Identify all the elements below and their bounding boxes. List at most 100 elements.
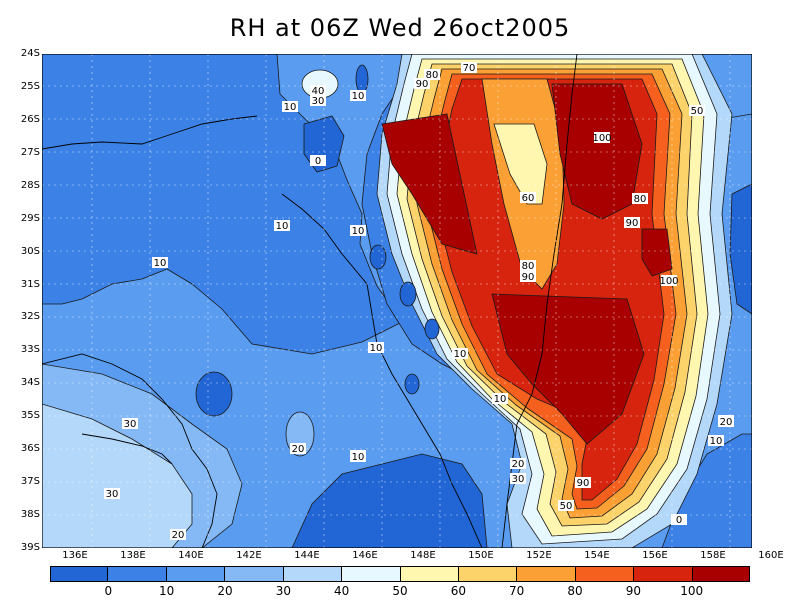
contour-label-bg <box>152 257 168 268</box>
colorbar-tick-label: 40 <box>334 584 350 598</box>
lat-tick-label: 24S <box>20 48 40 59</box>
lon-tick-label: 144E <box>294 550 320 561</box>
contour-label: 90 <box>626 218 639 229</box>
map-title: RH at 06Z Wed 26oct2005 <box>229 14 571 42</box>
lon-tick-label: 136E <box>62 550 88 561</box>
colorbar-swatch <box>633 566 692 582</box>
contour-label-bg <box>671 514 687 525</box>
coastline <box>42 115 483 548</box>
coastline <box>42 353 218 548</box>
colorbar-tick-label: 30 <box>275 584 291 598</box>
rh-zone-40-50-lowerleft <box>42 403 193 548</box>
contour-label-bg <box>520 192 536 203</box>
contour-label-bg <box>310 95 326 106</box>
lat-tick-label: 25S <box>20 80 40 92</box>
contour-label: 70 <box>463 63 476 74</box>
contour-label: 30 <box>124 419 137 430</box>
contour-label: 30 <box>312 96 325 107</box>
rh-dry-tongue-core <box>493 123 548 205</box>
colorbar-tick-label: 90 <box>625 584 641 598</box>
contour-label-bg <box>274 220 290 231</box>
contour-label: 80 <box>426 70 439 81</box>
lon-tick-label: 142E <box>236 550 262 561</box>
lon-tick-label: 154E <box>584 550 610 561</box>
lat-tick-label: 27S <box>20 146 40 158</box>
contour-label: 80 <box>522 261 535 272</box>
contour-label-bg <box>310 155 326 166</box>
lon-tick-label: 158E <box>700 550 726 561</box>
coastline <box>501 54 578 548</box>
contour-label: 60 <box>522 193 535 204</box>
grid-lines <box>42 54 752 548</box>
rh-core-max <box>491 293 645 445</box>
lat-tick-label: 32S <box>20 311 40 323</box>
contour-label-bg <box>661 275 677 286</box>
colorbar-tick-label: 100 <box>680 584 704 598</box>
colorbar-swatch <box>341 566 400 582</box>
contour-label: 90 <box>416 79 429 90</box>
colorbar-tick-label: 0 <box>104 584 113 598</box>
colorbar-swatch <box>516 566 575 582</box>
contour-label-bg <box>461 62 477 73</box>
lat-tick-label: 34S <box>20 377 40 389</box>
contour-label: 10 <box>284 102 297 113</box>
colorbar-swatch <box>691 566 751 582</box>
contour-label-bg <box>689 105 705 116</box>
contour-label: 20 <box>512 459 525 470</box>
contour-label: 10 <box>154 258 167 269</box>
contour-label-bg <box>350 90 366 101</box>
lat-tick-label: 33S <box>20 344 40 356</box>
lon-tick-label: 150E <box>468 550 494 561</box>
colorbar-swatch <box>457 566 517 582</box>
contour-label-bg <box>350 225 366 236</box>
lon-tick-label: 160E <box>758 550 784 561</box>
contour-label: 0 <box>315 156 321 167</box>
contour-label: 10 <box>454 349 467 360</box>
rh-zone-0-10-bottom <box>291 453 488 548</box>
contour-label-bg <box>520 260 536 271</box>
contour-label: 20 <box>292 444 305 455</box>
lat-tick-label: 31S <box>20 278 40 290</box>
lon-tick-label: 156E <box>642 550 668 561</box>
contour-label: 80 <box>634 194 647 205</box>
colorbar-tick-label: 60 <box>450 584 466 598</box>
colorbar-swatch <box>107 566 166 582</box>
lat-tick-label: 39S <box>20 541 40 553</box>
contour-label: 40 <box>312 86 325 97</box>
contour-label-bg <box>424 69 440 80</box>
contour-label: 30 <box>512 474 525 485</box>
contour-label-bg <box>575 477 591 488</box>
colorbar-swatch <box>165 566 225 582</box>
colorbar-swatch <box>574 566 634 582</box>
contour-label: 10 <box>370 343 383 354</box>
contour-label: 10 <box>352 91 365 102</box>
contour-label-bg <box>122 418 138 429</box>
coastline <box>81 433 173 465</box>
contour-label: 100 <box>592 133 611 144</box>
colorbar-swatch <box>224 566 283 582</box>
lat-tick-label: 35S <box>20 410 40 422</box>
contour-label: 30 <box>106 489 119 500</box>
colorbar-tick-label: 20 <box>217 584 233 598</box>
contour-label-bg <box>104 488 120 499</box>
contour-label-bg <box>624 217 640 228</box>
lat-tick-label: 28S <box>20 179 40 191</box>
contour-label-bg <box>310 85 326 96</box>
rh-zone-0-10-patch <box>195 371 233 417</box>
contour-label: 90 <box>577 478 590 489</box>
contour-label-bg <box>708 435 724 446</box>
contour-label-bg <box>520 271 536 282</box>
lon-tick-label: 148E <box>410 550 436 561</box>
contour-label-bg <box>632 193 648 204</box>
contour-label-bg <box>290 443 306 454</box>
contour-label-bg <box>414 78 430 89</box>
lat-tick-label: 29S <box>20 212 40 224</box>
lat-tick-label: 37S <box>20 476 40 488</box>
rh-small-blob <box>424 318 440 340</box>
contour-label-bg <box>492 393 508 404</box>
contour-label: 10 <box>494 394 507 405</box>
contour-label: 20 <box>720 417 733 428</box>
contour-label-bg <box>282 101 298 112</box>
contour-label: 100 <box>659 276 678 287</box>
